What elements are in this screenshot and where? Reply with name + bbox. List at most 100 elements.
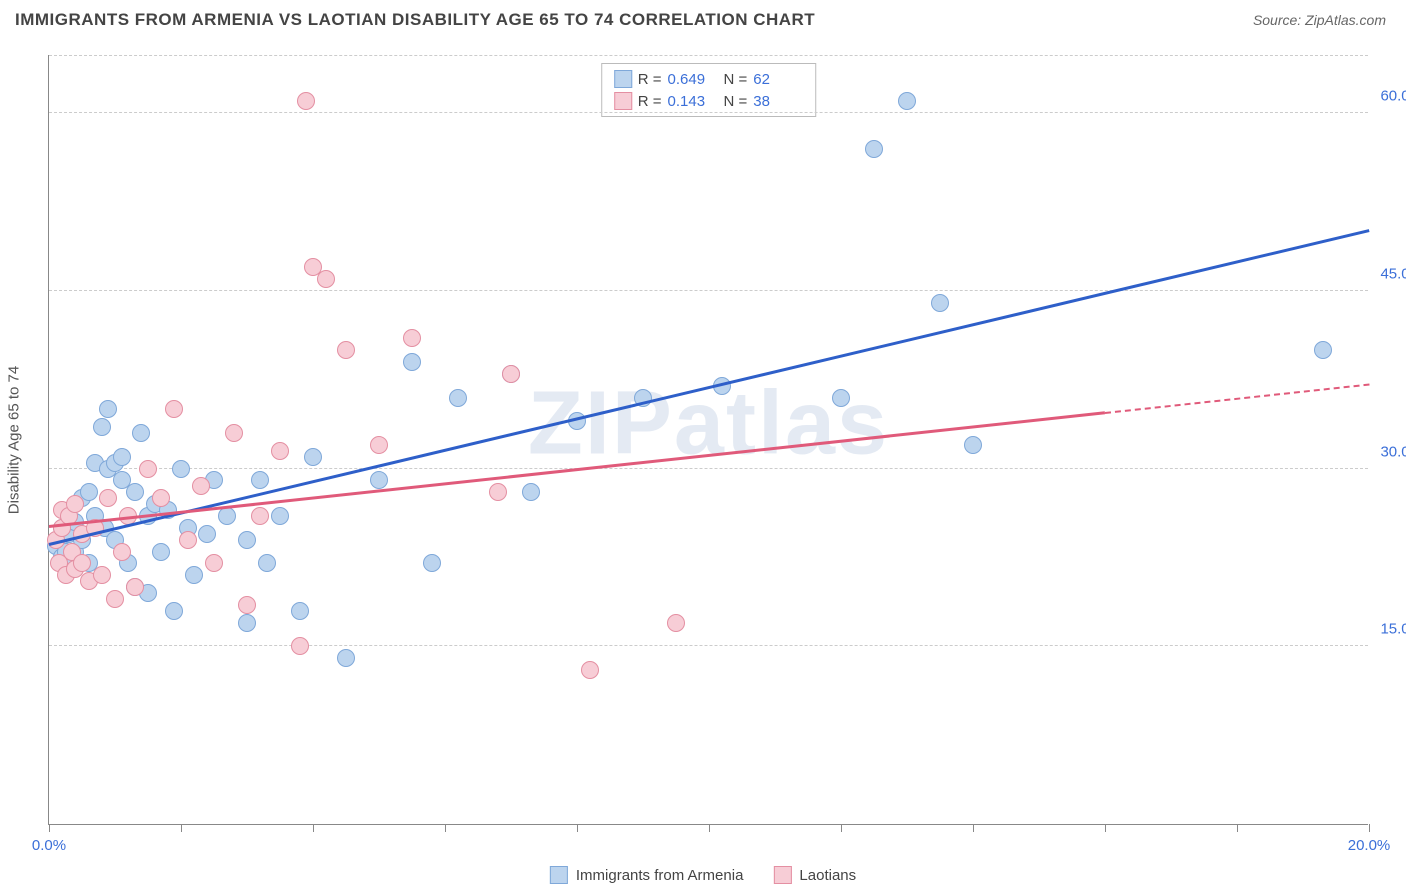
data-point <box>106 590 124 608</box>
x-tick <box>313 824 314 832</box>
data-point <box>251 471 269 489</box>
data-point <box>93 566 111 584</box>
data-point <box>1314 341 1332 359</box>
gridline <box>49 290 1368 291</box>
data-point <box>304 448 322 466</box>
data-point <box>271 442 289 460</box>
data-point <box>370 436 388 454</box>
y-tick-label: 45.0% <box>1380 265 1406 282</box>
gridline <box>49 645 1368 646</box>
data-point <box>66 495 84 513</box>
data-point <box>99 400 117 418</box>
data-point <box>317 270 335 288</box>
data-point <box>337 341 355 359</box>
data-point <box>271 507 289 525</box>
scatter-chart: Disability Age 65 to 74 ZIPatlas R =0.64… <box>48 55 1368 825</box>
x-tick <box>841 824 842 832</box>
data-point <box>667 614 685 632</box>
legend-swatch <box>614 70 632 88</box>
r-value: 0.649 <box>668 71 718 88</box>
data-point <box>251 507 269 525</box>
data-point <box>205 554 223 572</box>
data-point <box>964 436 982 454</box>
data-point <box>192 477 210 495</box>
n-value: 62 <box>753 71 803 88</box>
data-point <box>403 329 421 347</box>
data-point <box>898 92 916 110</box>
data-point <box>172 460 190 478</box>
series-legend: Immigrants from Armenia Laotians <box>550 866 856 884</box>
chart-title: IMMIGRANTS FROM ARMENIA VS LAOTIAN DISAB… <box>15 10 815 30</box>
data-point <box>403 353 421 371</box>
data-point <box>258 554 276 572</box>
data-point <box>238 531 256 549</box>
data-point <box>139 460 157 478</box>
data-point <box>132 424 150 442</box>
n-label: N = <box>724 93 748 110</box>
chart-source: Source: ZipAtlas.com <box>1253 12 1386 28</box>
legend-label: Immigrants from Armenia <box>576 867 744 884</box>
data-point <box>489 483 507 501</box>
x-tick-label: 20.0% <box>1348 837 1391 854</box>
data-point <box>165 400 183 418</box>
legend-item: Immigrants from Armenia <box>550 866 744 884</box>
n-value: 38 <box>753 93 803 110</box>
trend-line <box>1105 384 1369 414</box>
data-point <box>152 489 170 507</box>
data-point <box>185 566 203 584</box>
data-point <box>865 140 883 158</box>
data-point <box>165 602 183 620</box>
data-point <box>522 483 540 501</box>
n-label: N = <box>724 71 748 88</box>
data-point <box>99 489 117 507</box>
gridline <box>49 468 1368 469</box>
data-point <box>126 578 144 596</box>
data-point <box>126 483 144 501</box>
data-point <box>291 602 309 620</box>
chart-header: IMMIGRANTS FROM ARMENIA VS LAOTIAN DISAB… <box>0 0 1406 35</box>
y-tick-label: 15.0% <box>1380 621 1406 638</box>
x-tick <box>709 824 710 832</box>
x-tick <box>49 824 50 832</box>
x-tick <box>445 824 446 832</box>
x-tick <box>973 824 974 832</box>
legend-swatch <box>550 866 568 884</box>
data-point <box>832 389 850 407</box>
y-axis-label: Disability Age 65 to 74 <box>6 365 23 513</box>
data-point <box>291 637 309 655</box>
legend-label: Laotians <box>799 867 856 884</box>
x-tick <box>1237 824 1238 832</box>
x-tick-label: 0.0% <box>32 837 66 854</box>
data-point <box>198 525 216 543</box>
legend-row: R = 0.649 N = 62 <box>610 68 808 90</box>
data-point <box>218 507 236 525</box>
data-point <box>337 649 355 667</box>
trend-line <box>49 229 1370 546</box>
data-point <box>297 92 315 110</box>
data-point <box>225 424 243 442</box>
gridline <box>49 55 1368 56</box>
x-tick <box>181 824 182 832</box>
x-tick <box>577 824 578 832</box>
x-tick <box>1369 824 1370 832</box>
data-point <box>179 531 197 549</box>
data-point <box>449 389 467 407</box>
data-point <box>93 418 111 436</box>
y-tick-label: 60.0% <box>1380 88 1406 105</box>
data-point <box>370 471 388 489</box>
data-point <box>931 294 949 312</box>
correlation-legend: R =0.649N =62R =0.143N =38 <box>601 63 817 117</box>
legend-row: R =0.143N =38 <box>610 90 808 112</box>
data-point <box>152 543 170 561</box>
data-point <box>502 365 520 383</box>
data-point <box>238 614 256 632</box>
legend-swatch <box>773 866 791 884</box>
legend-swatch <box>614 92 632 110</box>
data-point <box>581 661 599 679</box>
y-tick-label: 30.0% <box>1380 443 1406 460</box>
data-point <box>238 596 256 614</box>
data-point <box>73 554 91 572</box>
data-point <box>423 554 441 572</box>
r-label: R = <box>638 71 662 88</box>
legend-item: Laotians <box>773 866 856 884</box>
